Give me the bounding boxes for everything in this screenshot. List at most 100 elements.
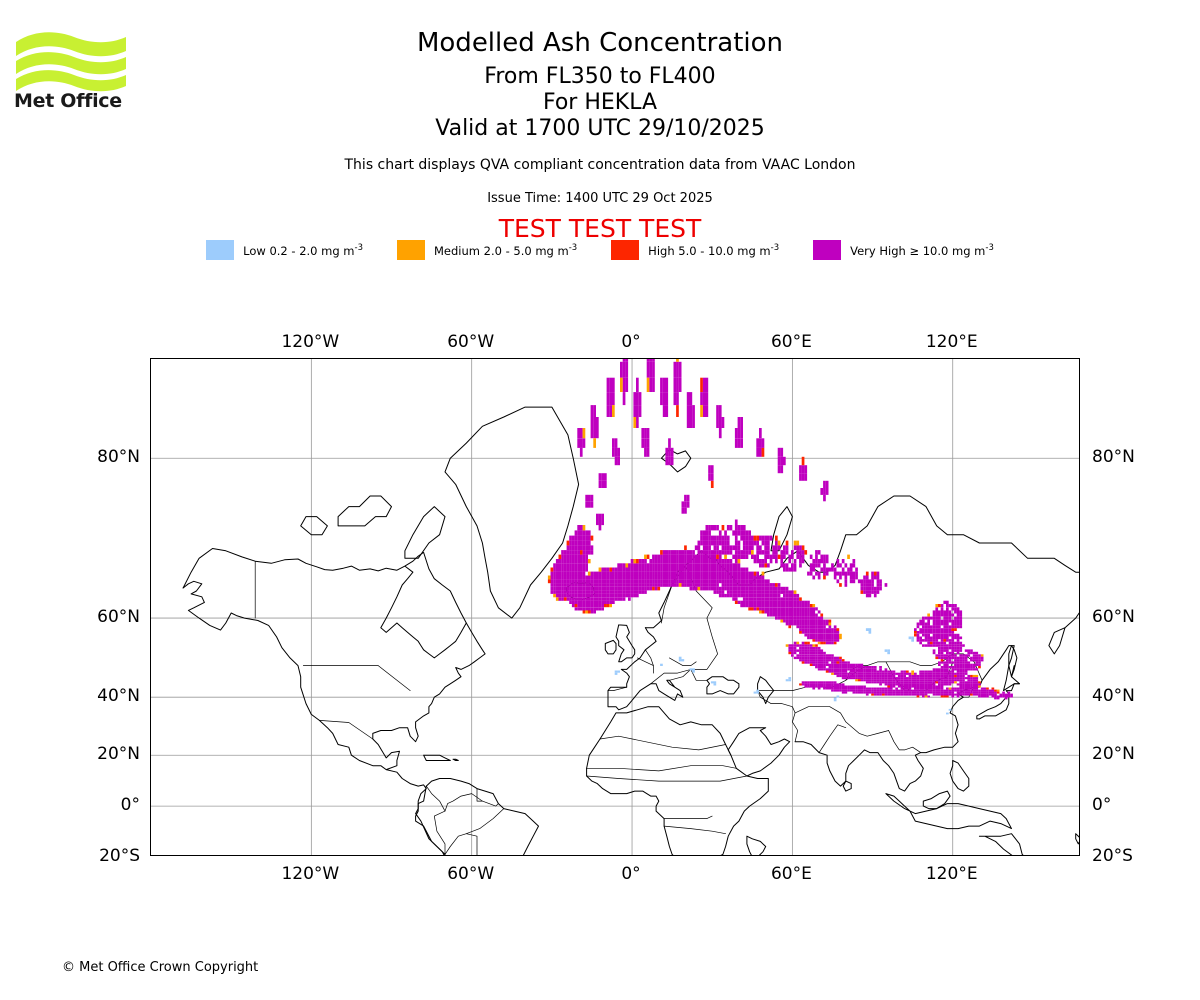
ash-cell (801, 661, 805, 664)
ash-cell (590, 428, 594, 439)
ash-cell (943, 672, 947, 675)
lat-tick-right-20: 20°N (1092, 744, 1135, 765)
ash-cell (748, 571, 751, 576)
ash-cell (804, 683, 808, 686)
ash-cell (817, 659, 821, 662)
ash-cell (970, 677, 973, 680)
coastline (888, 730, 922, 753)
ash-cell (954, 607, 957, 611)
ash-cell (612, 583, 615, 587)
ash-cell (865, 691, 869, 694)
ash-cell (841, 663, 845, 666)
ash-cell (951, 691, 955, 694)
ash-cell (954, 633, 957, 637)
ash-cell (609, 590, 612, 594)
ash-cell (705, 392, 709, 406)
ash-cell (801, 631, 805, 634)
ash-cell (622, 590, 626, 594)
ash-cell (716, 559, 719, 564)
ash-cell (566, 575, 570, 580)
ash-cell (804, 465, 808, 474)
ash-cell (788, 649, 792, 652)
ash-cell (734, 586, 738, 591)
ash-cell (914, 685, 917, 688)
ash-cell (748, 575, 751, 580)
ash-cell (932, 651, 936, 655)
ash-cell (644, 428, 647, 439)
ash-cell (916, 625, 920, 629)
ash-cell (863, 674, 866, 678)
ash-cell (919, 672, 922, 675)
ash-cell (569, 554, 572, 559)
ash-cell (801, 641, 805, 645)
ash-cell (879, 583, 882, 587)
ash-cell (604, 583, 607, 587)
ash-cell (678, 361, 682, 378)
ash-cell (670, 554, 674, 559)
ash-cell (745, 530, 749, 536)
ash-cell (903, 687, 906, 690)
ash-cell (946, 666, 949, 669)
ash-cell (716, 405, 719, 417)
ash-cell (742, 550, 746, 555)
ash-cell (740, 575, 743, 580)
lon-tick-bottom-120: 120°E (925, 864, 978, 884)
ash-cell (876, 672, 880, 675)
ash-cell (948, 677, 952, 680)
ash-cell (815, 661, 818, 664)
ash-cell (948, 651, 952, 655)
ash-cell (959, 677, 963, 680)
ash-cell (844, 663, 848, 666)
ash-cell (879, 586, 882, 591)
ash-cell (908, 677, 912, 680)
ash-cell (638, 567, 642, 572)
ash-cell (820, 651, 824, 655)
ash-cell (577, 438, 580, 448)
ash-cell (769, 586, 773, 591)
ash-cell (668, 583, 671, 587)
ash-cell (825, 681, 829, 684)
ash-cell (815, 649, 818, 652)
ash-cell (964, 677, 968, 680)
ash-cell (753, 691, 757, 694)
ash-cell (700, 559, 703, 564)
ash-cell (729, 571, 733, 576)
ash-cell (924, 631, 928, 634)
ash-cell (799, 465, 802, 474)
ash-cell (577, 590, 580, 594)
ash-cell (601, 519, 604, 526)
ash-cell (579, 567, 583, 572)
ash-cell (718, 417, 722, 428)
ash-cell (569, 571, 572, 576)
ash-cell (761, 597, 765, 601)
ash-cell (788, 597, 792, 601)
ash-cell (692, 571, 695, 576)
ash-cell (601, 579, 604, 584)
ash-cell (900, 681, 904, 684)
ash-cell (876, 579, 880, 584)
ash-cell (956, 689, 960, 692)
ash-cell (812, 619, 816, 623)
ash-cell (729, 593, 733, 598)
ash-cell (804, 628, 808, 631)
ash-cell (622, 377, 626, 392)
ash-cell (609, 579, 612, 584)
ash-cell (553, 579, 556, 584)
ash-cell (678, 554, 682, 559)
ash-cell (587, 579, 591, 584)
ash-cell (756, 593, 759, 598)
ash-cell (809, 681, 813, 684)
ash-cell (922, 625, 925, 629)
ash-cell (975, 679, 979, 682)
ash-cell (761, 610, 765, 614)
ash-cell (587, 494, 591, 502)
coastline (599, 735, 726, 751)
ash-cell (713, 571, 717, 576)
ash-cell (740, 525, 743, 531)
ash-cell (804, 649, 808, 652)
ash-cell (833, 668, 837, 671)
ash-cell (676, 377, 679, 392)
ash-cell (742, 540, 746, 546)
ash-cell (799, 622, 802, 626)
ash-cell (863, 691, 866, 694)
